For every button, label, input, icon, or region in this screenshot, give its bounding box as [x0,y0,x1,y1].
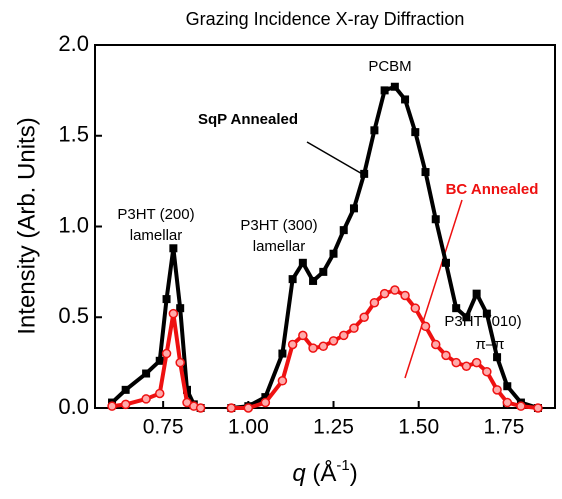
marker [411,128,420,137]
marker [308,343,318,353]
marker [328,336,339,346]
marker [390,285,400,295]
annotation: P3HT (300) [240,217,317,234]
x-tick-label: 1.00 [228,416,269,439]
marker [338,330,349,341]
marker [261,393,270,402]
marker [369,297,380,308]
marker [319,267,328,276]
chart-title: Grazing Incidence X-ray Diffraction [186,9,465,29]
x-label-symbol: q [292,460,306,487]
y-tick-label: 1.5 [58,122,89,147]
marker [277,376,288,386]
marker [154,388,165,399]
marker [309,276,318,285]
marker [420,321,431,332]
marker [410,303,421,313]
marker [288,275,297,284]
arrow-bc [404,199,463,379]
marker [161,348,172,359]
marker [482,366,492,377]
y-tick-label: 0.5 [58,303,89,328]
y-tick-label: 0.0 [58,394,89,419]
marker [175,357,185,368]
x-axis-label: q (Å-1) [292,457,357,487]
marker [278,349,287,358]
marker [162,295,171,304]
marker [183,385,191,394]
annotation: π–π [475,336,504,353]
marker [141,394,151,404]
x-tick-label: 0.75 [143,416,184,439]
marker [400,290,410,301]
arrow-sqp [306,141,365,176]
x-label-exponent: -1 [336,457,349,474]
x-label-close: ) [350,460,358,487]
marker [142,369,151,378]
annotation: lamellar [253,238,306,255]
marker [176,304,185,313]
marker [401,95,410,104]
x-tick-label: 1.25 [313,416,354,439]
marker [226,403,237,413]
marker [370,126,379,135]
y-axis-label: Intensity (Arb. Units) [13,117,40,334]
marker [155,356,164,365]
marker [107,401,117,411]
marker [472,289,481,298]
marker [195,403,206,413]
y-tick-label: 1.0 [58,212,89,237]
marker [461,361,472,372]
marker [318,341,329,352]
marker [390,82,399,91]
marker [482,309,491,318]
marker [379,288,390,299]
marker [121,385,130,394]
marker [298,258,307,267]
marker [430,339,441,350]
marker [120,399,131,410]
marker [462,313,471,322]
marker [471,357,482,368]
marker [492,385,502,395]
annotation: P3HT (010) [444,313,521,330]
legend-label: BC Annealed [446,181,539,198]
x-tick-label: 1.50 [398,416,439,439]
marker [452,304,461,313]
marker [260,397,271,408]
marker [329,249,338,258]
marker [298,330,308,341]
marker [503,382,512,391]
annotation: lamellar [130,227,183,244]
annotation: PCBM [368,58,411,75]
x-label-unit: (Å [306,459,337,487]
legend-label: SqP Annealed [198,111,298,128]
marker [349,323,359,333]
marker [349,204,358,213]
series-line [110,84,539,410]
marker [451,357,461,368]
marker [359,312,369,322]
annotation: P3HT (200) [117,206,194,223]
marker [533,403,543,413]
marker [169,244,178,253]
marker [339,226,348,235]
marker [493,353,502,362]
marker [360,169,369,178]
marker [441,350,451,361]
marker [431,215,440,224]
marker [243,403,254,413]
marker [441,258,450,267]
marker [168,308,179,319]
marker [502,397,513,408]
marker [380,86,389,95]
marker [516,401,526,411]
x-tick-label: 1.75 [483,416,524,439]
marker [421,168,430,177]
marker [287,339,298,350]
y-tick-label: 2.0 [58,31,89,56]
